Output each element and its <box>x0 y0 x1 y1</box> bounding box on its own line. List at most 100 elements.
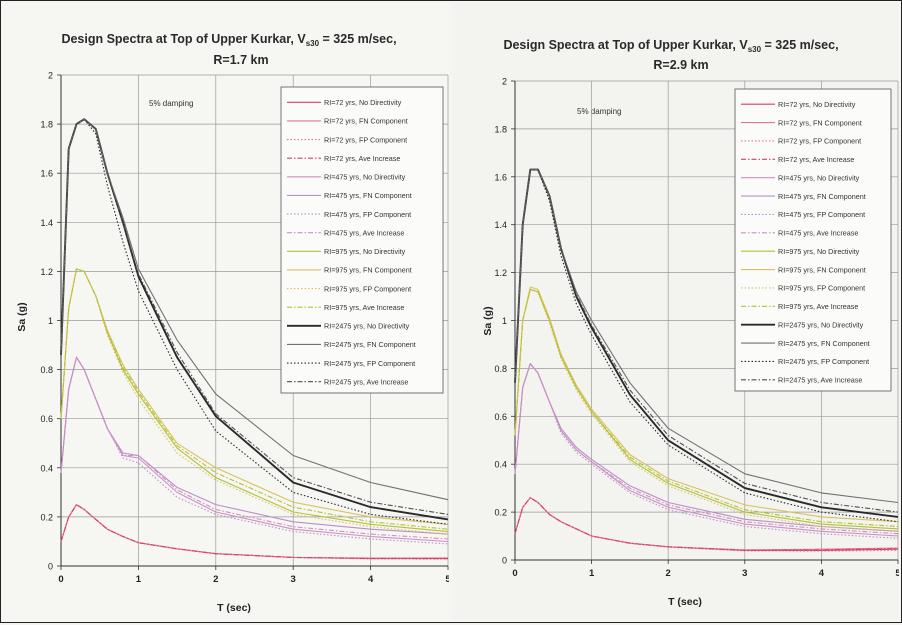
y-tick-label: 2 <box>48 71 53 81</box>
y-tick-label: 1.8 <box>494 124 507 134</box>
y-axis-label: Sa (g) <box>16 302 28 331</box>
chart-title: Design Spectra at Top of Upper Kurkar, V… <box>61 32 396 48</box>
series-line-8 <box>60 356 449 540</box>
series-line-12 <box>514 288 899 528</box>
legend-label: RI=72 yrs, FP Component <box>324 135 407 144</box>
legend-label: RI=2475 yrs, FP Component <box>324 359 415 368</box>
legend-label: RI=2475 yrs, Ave Increase <box>778 376 862 385</box>
chart-title-line2: R=2.9 km <box>653 58 708 72</box>
legend-label: RI=72 yrs, Ave Increase <box>778 155 854 164</box>
axes: 0 0.2 0.4 0.6 0.8 1 1.2 1.4 1.6 1.8 2 0 1 2 3 4 5 <box>40 71 451 586</box>
series-line-1 <box>514 497 899 551</box>
x-axis-label: T (sec) <box>668 596 702 608</box>
legend-label: RI=72 yrs, FP Component <box>778 137 861 146</box>
y-tick-label: 1 <box>502 316 507 326</box>
legend-label: RI=72 yrs, No Directivity <box>778 100 856 109</box>
legend-label: RI=475 yrs, No Directivity <box>324 173 406 182</box>
y-tick-label: 1.8 <box>40 120 53 130</box>
y-tick-label: 0.2 <box>40 512 53 522</box>
x-axis-label: T (sec) <box>217 602 251 614</box>
x-tick-label: 4 <box>819 568 825 579</box>
legend-label: RI=475 yrs, FP Component <box>778 210 865 219</box>
y-tick-label: 0 <box>502 556 507 566</box>
y-tick-label: 1 <box>48 316 53 326</box>
y-tick-label: 0.6 <box>494 412 507 422</box>
y-tick-label: 0.2 <box>494 508 507 518</box>
chart-title-line2: R=1.7 km <box>213 53 268 67</box>
legend-label: RI=475 yrs, Ave Increase <box>778 229 858 238</box>
legend-label: RI=475 yrs, FN Component <box>778 192 866 201</box>
legend-label: RI=475 yrs, FP Component <box>324 210 411 219</box>
x-tick-label: 3 <box>742 568 747 579</box>
x-tick-label: 0 <box>58 574 63 585</box>
series-line-6 <box>514 363 899 532</box>
series-line-4 <box>514 497 899 551</box>
y-tick-label: 0.4 <box>40 463 53 473</box>
chart-panel-r-2-9-km: Design Spectra at Top of Upper Kurkar, V… <box>453 3 901 620</box>
axes: 0 0.2 0.4 0.6 0.8 1 1.2 1.4 1.6 1.8 2 0 1 2 3 4 5 <box>494 77 901 580</box>
y-tick-label: 1.6 <box>40 169 53 179</box>
legend-label: RI=72 yrs, FN Component <box>778 118 862 127</box>
x-tick-label: 5 <box>895 568 899 579</box>
chart-svg: Design Spectra at Top of Upper Kurkar, V… <box>482 38 901 608</box>
x-tick-label: 4 <box>368 574 374 585</box>
y-tick-label: 0 <box>48 562 53 572</box>
x-tick-label: 2 <box>666 568 671 579</box>
x-tick-label: 2 <box>213 574 218 585</box>
series-line-16 <box>514 169 899 513</box>
legend-label: RI=2475 yrs, FN Component <box>778 339 870 348</box>
legend-label: RI=72 yrs, Ave Increase <box>324 154 400 163</box>
legend-box <box>280 86 444 394</box>
x-tick-label: 0 <box>512 568 517 579</box>
chart-svg: Design Spectra at Top of Upper Kurkar, V… <box>16 32 451 614</box>
series-line-2 <box>60 504 449 559</box>
y-tick-label: 1.2 <box>494 268 507 278</box>
legend-label: RI=975 yrs, FN Component <box>778 265 866 274</box>
series-line-12 <box>60 268 449 530</box>
legend-label: RI=72 yrs, No Directivity <box>324 98 402 107</box>
damping-annotation: 5% damping <box>149 99 193 108</box>
legend-label: RI=2475 yrs, FN Component <box>324 340 416 349</box>
series-line-8 <box>514 363 899 535</box>
y-tick-label: 0.8 <box>40 365 53 375</box>
y-tick-label: 0.6 <box>40 414 53 424</box>
legend-label: RI=975 yrs, Ave Increase <box>778 302 858 311</box>
x-tick-label: 1 <box>589 568 595 579</box>
legend-label: RI=475 yrs, No Directivity <box>778 173 860 182</box>
legend-label: RI=975 yrs, No Directivity <box>324 247 406 256</box>
series-lines <box>514 168 899 552</box>
series-line-16 <box>60 118 449 515</box>
damping-annotation: 5% damping <box>577 107 621 116</box>
y-tick-label: 2 <box>502 77 507 87</box>
series-line-7 <box>514 363 899 539</box>
legend-label: RI=2475 yrs, No Directivity <box>324 322 410 331</box>
legend: RI=72 yrs, No Directivity RI=72 yrs, FN C… <box>280 86 444 394</box>
chart-title: Design Spectra at Top of Upper Kurkar, V… <box>503 38 838 54</box>
legend-label: RI=975 yrs, No Directivity <box>778 247 860 256</box>
y-tick-label: 0.4 <box>494 460 507 470</box>
legend-label: RI=475 yrs, FN Component <box>324 191 412 200</box>
legend-label: RI=975 yrs, FN Component <box>324 266 412 275</box>
y-tick-label: 1.2 <box>40 267 53 277</box>
legend-label: RI=975 yrs, FP Component <box>778 284 865 293</box>
y-tick-label: 1.4 <box>40 218 53 228</box>
x-tick-label: 5 <box>445 574 449 585</box>
legend-label: RI=975 yrs, FP Component <box>324 284 411 293</box>
legend-label: RI=475 yrs, Ave Increase <box>324 228 404 237</box>
legend: RI=72 yrs, No Directivity RI=72 yrs, FN C… <box>734 88 892 392</box>
series-line-3 <box>514 497 899 552</box>
x-tick-label: 1 <box>136 574 142 585</box>
series-line-10 <box>514 286 899 523</box>
chart-panel-r-1-7-km: Design Spectra at Top of Upper Kurkar, V… <box>3 3 451 620</box>
legend-box <box>734 88 892 392</box>
y-tick-label: 0.8 <box>494 364 507 374</box>
y-tick-label: 1.6 <box>494 172 507 182</box>
y-tick-label: 1.4 <box>494 220 507 230</box>
y-axis-label: Sa (g) <box>482 306 494 335</box>
legend-label: RI=975 yrs, Ave Increase <box>324 303 404 312</box>
series-line-2 <box>514 497 899 551</box>
legend-label: RI=2475 yrs, FP Component <box>778 357 869 366</box>
series-line-4 <box>60 504 449 560</box>
legend-label: RI=2475 yrs, No Directivity <box>778 320 864 329</box>
